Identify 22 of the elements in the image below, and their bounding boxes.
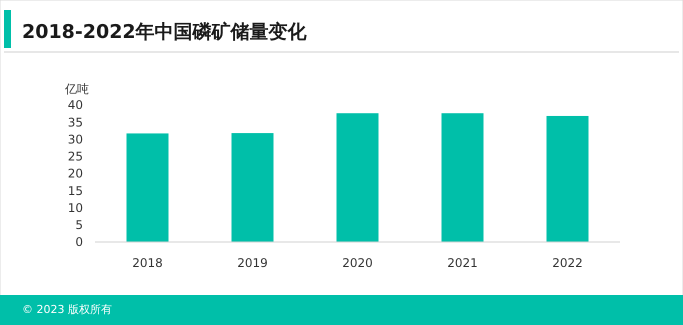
chart-title: 2018-2022年中国磷矿储量变化: [22, 21, 308, 43]
y-tick-label: 25: [68, 150, 83, 164]
y-tick-label: 5: [75, 218, 83, 232]
bar: [442, 113, 484, 242]
x-tick-label: 2021: [447, 256, 478, 270]
y-axis-title: 亿吨: [64, 82, 89, 96]
bar: [336, 113, 378, 242]
bar: [126, 133, 168, 242]
x-tick-label: 2022: [552, 256, 583, 270]
x-tick-label: 2019: [237, 256, 268, 270]
y-tick-label: 0: [75, 235, 83, 250]
x-tick-label: 2020: [342, 256, 373, 270]
x-tick-label: 2018: [132, 256, 163, 270]
y-tick-label: 20: [68, 166, 83, 181]
bar: [232, 133, 274, 242]
y-tick-label: 35: [68, 115, 83, 130]
y-tick-label: 40: [68, 98, 83, 112]
y-tick-label: 10: [68, 200, 83, 215]
y-tick-label: 30: [68, 132, 83, 146]
y-tick-label: 15: [68, 184, 83, 198]
text: © 2023 版权所有: [22, 303, 112, 316]
bar: [546, 116, 588, 242]
